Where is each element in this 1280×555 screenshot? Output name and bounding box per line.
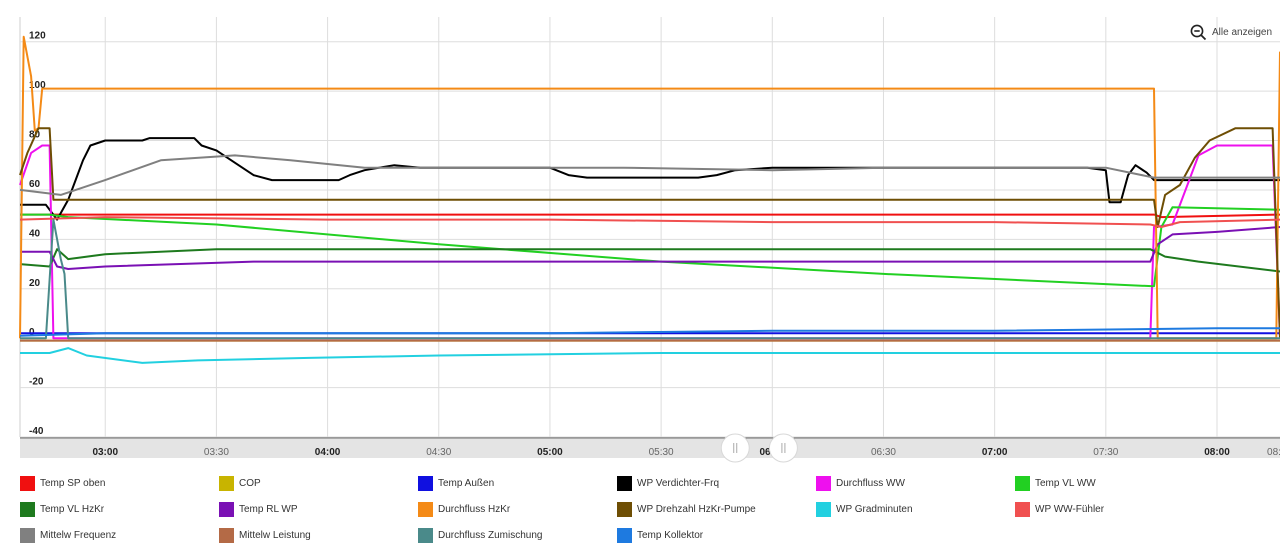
series-line xyxy=(19,127,1280,339)
plot-area xyxy=(20,17,1280,437)
legend-swatch xyxy=(219,501,234,517)
legend-swatch xyxy=(20,475,35,491)
legend-swatch xyxy=(816,501,831,517)
legend-label: Mittelw Leistung xyxy=(239,529,311,541)
series-line xyxy=(20,137,1280,221)
series-line xyxy=(20,347,1280,364)
reset-zoom-label: Alle anzeigen xyxy=(1212,26,1273,38)
y-tick-label: 120 xyxy=(29,31,46,42)
legend-swatch xyxy=(20,501,35,517)
x-tick-label: 06:30 xyxy=(871,447,896,458)
legend-label: Durchfluss Zumischung xyxy=(438,529,543,541)
legend-item[interactable]: WP WW-Fühler xyxy=(1015,500,1104,518)
grid xyxy=(19,17,1280,438)
legend-item[interactable]: Temp Außen xyxy=(418,474,494,492)
legend-item[interactable]: Temp VL HzKr xyxy=(20,500,104,518)
x-tick-label: 07:00 xyxy=(982,447,1008,458)
x-tick-label: 05:00 xyxy=(537,447,563,458)
legend-item[interactable]: Durchfluss HzKr xyxy=(418,500,510,518)
legend-item[interactable]: Temp RL WP xyxy=(219,500,298,518)
legend-swatch xyxy=(617,501,632,517)
navigator-handles xyxy=(720,433,798,463)
series-line xyxy=(19,248,1280,273)
x-tick-label: 04:00 xyxy=(315,447,341,458)
legend-label: WP Gradminuten xyxy=(836,503,913,515)
legend-label: Temp RL WP xyxy=(239,503,298,515)
legend-item[interactable]: Mittelw Frequenz xyxy=(20,526,116,544)
legend-item[interactable]: WP Gradminuten xyxy=(816,500,913,518)
legend-label: Temp Kollektor xyxy=(637,529,704,541)
navigator-handle-knob xyxy=(720,433,750,463)
legend-label: Mittelw Frequenz xyxy=(40,529,117,541)
navigator-handle[interactable] xyxy=(720,433,750,463)
zoom-out-icon xyxy=(1190,24,1207,40)
x-tick-label: 08:00 xyxy=(1204,447,1230,458)
legend-item[interactable]: COP xyxy=(219,474,261,492)
legend-item[interactable]: Temp SP oben xyxy=(20,474,105,492)
legend-item[interactable]: Mittelw Leistung xyxy=(219,526,311,544)
navigator-handle-knob xyxy=(768,433,798,463)
legend-label: Durchfluss WW xyxy=(836,477,905,489)
legend-label: Temp SP oben xyxy=(40,477,106,489)
legend-label: WP WW-Fühler xyxy=(1035,503,1105,515)
legend-label: COP xyxy=(239,477,261,489)
y-tick-label: 100 xyxy=(29,80,46,91)
series-line xyxy=(20,226,1280,270)
legend-swatch xyxy=(816,475,831,491)
x-tick-label: 05:30 xyxy=(649,447,674,458)
navigator-handle[interactable] xyxy=(768,433,798,463)
legend-swatch xyxy=(617,527,632,543)
legend-item[interactable]: WP Drehzahl HzKr-Pumpe xyxy=(617,500,756,518)
legend-label: WP Drehzahl HzKr-Pumpe xyxy=(637,503,756,515)
legend: Temp SP oben COP Temp Außen WP Verdichter-F… xyxy=(20,474,1280,554)
y-tick-label: 60 xyxy=(29,179,41,190)
series-line xyxy=(20,213,1280,219)
legend-label: Temp VL WW xyxy=(1035,477,1096,489)
legend-swatch xyxy=(219,475,234,491)
legend-item[interactable]: Durchfluss WW xyxy=(816,474,905,492)
legend-swatch xyxy=(418,501,433,517)
legend-item[interactable]: Temp Kollektor xyxy=(617,526,703,544)
legend-label: WP Verdichter-Frq xyxy=(637,477,720,489)
y-tick-label: -40 xyxy=(29,426,44,437)
legend-swatch xyxy=(1015,501,1030,517)
legend-item[interactable]: Durchfluss Zumischung xyxy=(418,526,542,544)
legend-label: Durchfluss HzKr xyxy=(438,503,511,515)
x-tick-label: 04:30 xyxy=(426,447,451,458)
legend-label: Temp Außen xyxy=(438,477,495,489)
x-tick-label: 07:30 xyxy=(1093,447,1118,458)
y-tick-label: 20 xyxy=(29,278,41,289)
legend-swatch xyxy=(20,527,35,543)
x-tick-label: 08: xyxy=(1267,447,1280,458)
range-navigator[interactable] xyxy=(20,439,1280,458)
series-line xyxy=(19,216,1280,228)
series-line xyxy=(20,218,1280,340)
legend-item[interactable]: WP Verdichter-Frq xyxy=(617,474,719,492)
series-line xyxy=(19,35,1280,340)
series-lines xyxy=(19,35,1280,364)
legend-swatch xyxy=(418,475,433,491)
y-tick-label: 40 xyxy=(29,228,41,239)
legend-swatch xyxy=(1015,475,1030,491)
legend-item[interactable]: Temp VL WW xyxy=(1015,474,1096,492)
legend-swatch xyxy=(617,475,632,491)
legend-swatch xyxy=(219,527,234,543)
legend-label: Temp VL HzKr xyxy=(40,503,105,515)
y-tick-label: -20 xyxy=(29,377,44,388)
x-tick-label: 03:30 xyxy=(204,447,229,458)
series-line xyxy=(19,154,1280,196)
reset-zoom-button[interactable]: Alle anzeigen xyxy=(1190,22,1272,42)
x-tick-label: 03:00 xyxy=(92,447,118,458)
series-line xyxy=(19,327,1280,337)
legend-swatch xyxy=(418,527,433,543)
